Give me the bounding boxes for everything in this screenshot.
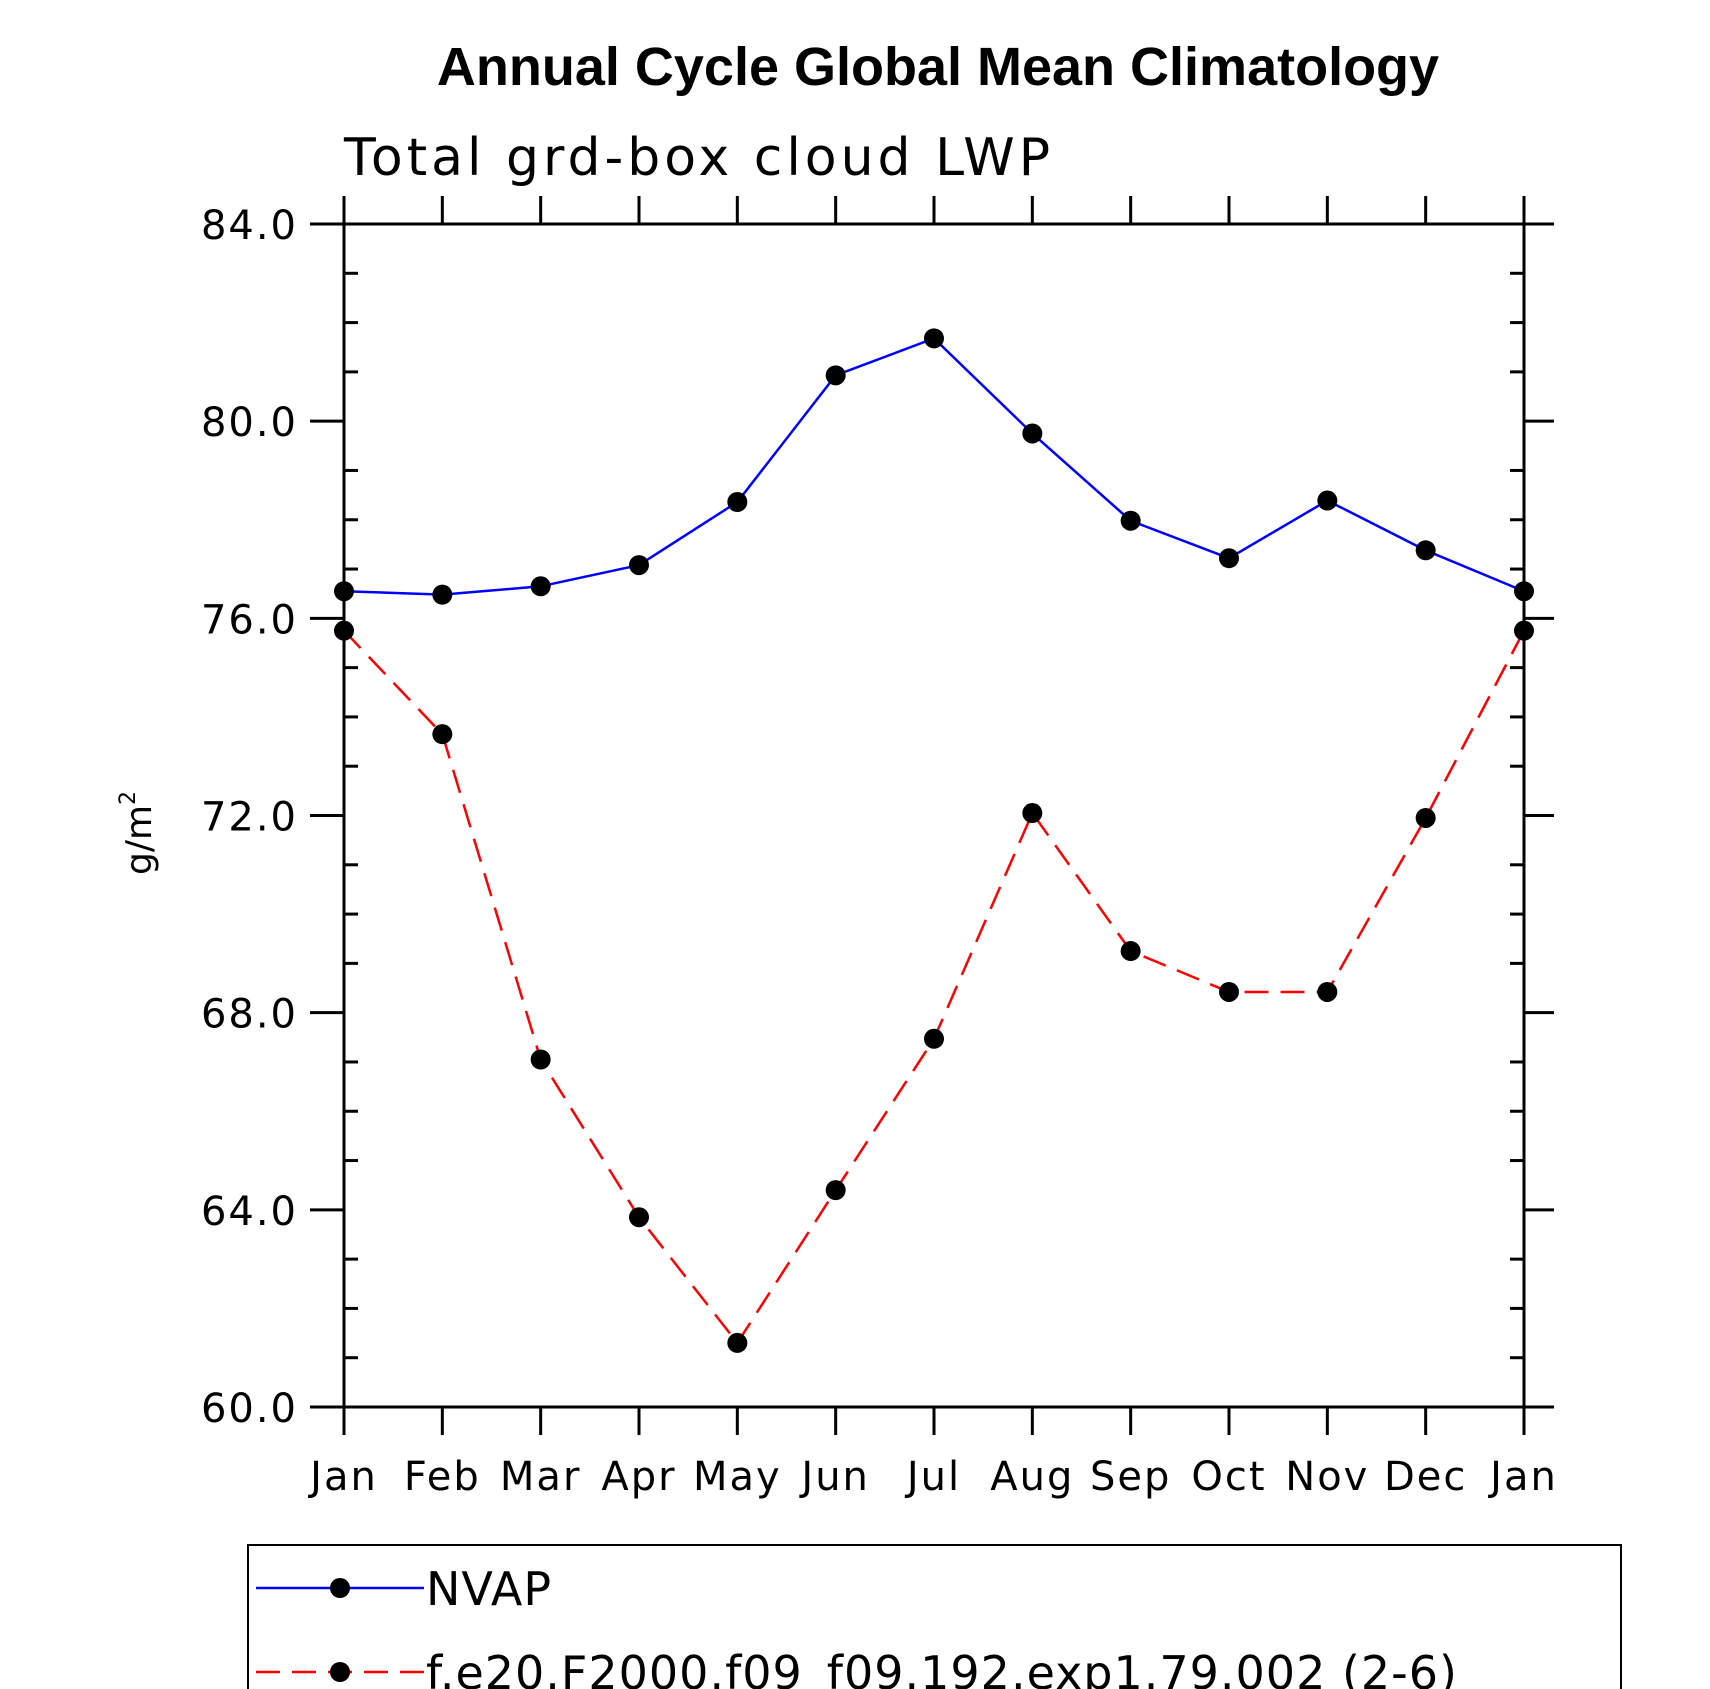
x-tick-label: May	[693, 1454, 782, 1500]
x-tick-label: Apr	[601, 1454, 676, 1500]
series-2-point	[1219, 981, 1239, 1002]
y-tick-label: 68.0	[201, 992, 298, 1038]
x-tick-label: Jul	[904, 1454, 961, 1500]
series-2-point	[1022, 803, 1043, 824]
series-1-point	[629, 555, 649, 576]
series-1-point	[334, 581, 354, 602]
series-2-point	[334, 620, 354, 641]
series-2-point	[727, 1332, 748, 1353]
y-tick-label: 84.0	[201, 203, 298, 249]
series-2-point	[1317, 981, 1338, 1002]
series-1-point	[1022, 423, 1043, 444]
legend-marker	[330, 1662, 350, 1682]
x-tick-label: Aug	[990, 1454, 1074, 1500]
x-tick-label: Jun	[798, 1454, 870, 1500]
legend-box	[247, 1544, 1622, 1689]
series-2-point	[629, 1207, 649, 1228]
legend: NVAP f.e20.F2000.f09_f09.192.exp1.79.002 …	[256, 1562, 1458, 1689]
series-1	[334, 328, 1534, 605]
series-1-point	[1120, 510, 1141, 531]
y-tick-label: 72.0	[201, 795, 298, 841]
y-tick-labels: 60.0 64.0 68.0 72.0 76.0 80.0 84.0	[201, 203, 298, 1432]
series-1-point	[1317, 490, 1338, 511]
chart-subtitle: Total grd-box cloud LWP	[343, 128, 1054, 188]
series-1-point	[825, 365, 846, 386]
series-2-line	[343, 629, 1526, 1346]
series-1-line	[343, 336, 1525, 596]
y-axis-label: g/m2	[116, 791, 160, 875]
legend-label: f.e20.F2000.f09_f09.192.exp1.79.002 (2-6…	[426, 1646, 1458, 1689]
legend-marker	[330, 1578, 350, 1598]
y-axis-label-text: g/m	[119, 805, 160, 875]
y-axis-label-exponent: 2	[116, 791, 141, 805]
series-2	[334, 620, 1534, 1353]
x-tick-label: Nov	[1285, 1454, 1369, 1500]
y-tick-label: 80.0	[201, 400, 298, 446]
x-tick-label: Sep	[1090, 1454, 1171, 1500]
x-tick-label: Oct	[1191, 1454, 1266, 1500]
series-2-point	[1120, 941, 1141, 962]
series-2-point	[432, 724, 453, 745]
x-tick-label: Jan	[1487, 1454, 1558, 1500]
series-1-point	[727, 492, 748, 513]
series-2-point	[1415, 807, 1436, 828]
legend-item-2: f.e20.F2000.f09_f09.192.exp1.79.002 (2-6…	[256, 1646, 1458, 1689]
y-tick-label: 76.0	[201, 597, 298, 643]
series-2-point	[825, 1180, 846, 1201]
series-1-point	[1415, 540, 1436, 561]
series-group	[334, 328, 1534, 1353]
series-1-point	[432, 584, 453, 605]
series-2-point	[530, 1049, 551, 1070]
x-tick-label: Mar	[500, 1454, 581, 1500]
series-2-point	[1514, 620, 1534, 641]
legend-item-1: NVAP	[256, 1562, 552, 1616]
series-1-point	[924, 328, 944, 349]
series-2-point	[924, 1028, 944, 1049]
x-tick-label: Jan	[307, 1454, 378, 1500]
chart-title: Annual Cycle Global Mean Climatology	[437, 37, 1439, 97]
x-tick-label: Dec	[1384, 1454, 1467, 1500]
svg-text:g/m2: g/m2	[116, 791, 160, 875]
x-tick-label: Feb	[404, 1454, 481, 1500]
y-tick-label: 60.0	[201, 1386, 298, 1432]
series-1-point	[1514, 581, 1534, 602]
plot-frame	[342, 222, 1526, 1409]
y-tick-label: 64.0	[201, 1189, 298, 1235]
series-1-point	[530, 576, 551, 597]
axis-ticks	[310, 196, 1554, 1435]
x-tick-labels: Jan Feb Mar Apr May Jun Jul Aug Sep Oct Nov Dec Jan	[307, 1454, 1558, 1500]
legend-label: NVAP	[426, 1562, 552, 1616]
series-1-point	[1219, 548, 1239, 569]
